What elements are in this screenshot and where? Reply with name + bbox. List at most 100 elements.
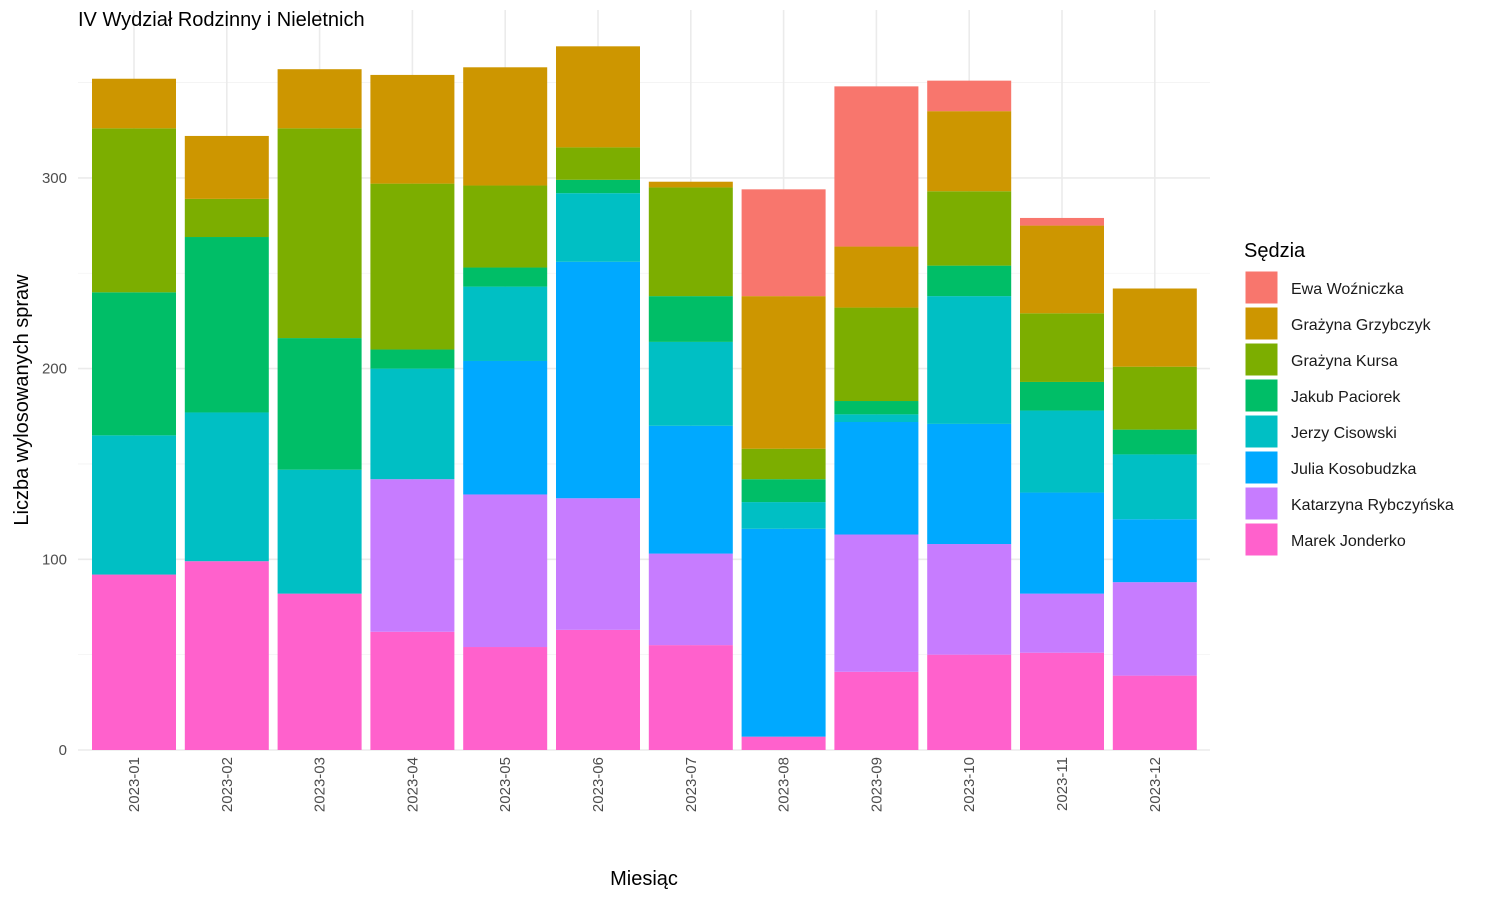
bar-segment (1112, 582, 1197, 676)
bar-segment (1112, 675, 1197, 750)
bar-segment (834, 246, 919, 308)
bar-segment (277, 69, 362, 129)
bar-segment (741, 479, 826, 503)
bar-segment (1020, 313, 1104, 382)
x-tick-label: 2023-01 (126, 757, 143, 812)
bar-segment (927, 111, 1012, 192)
bar-segment (1020, 593, 1104, 653)
x-tick-label: 2023-03 (312, 757, 329, 812)
bar-segment (463, 286, 548, 361)
bar-segment (1112, 429, 1197, 455)
bar-segment (556, 498, 640, 630)
legend-label: Grażyna Grzybczyk (1291, 317, 1432, 334)
bar-segment (556, 629, 640, 750)
bar-segment (927, 265, 1012, 297)
bar-segment (741, 448, 826, 480)
legend-swatch (1244, 306, 1279, 341)
x-tick-label: 2023-10 (961, 757, 978, 812)
bar-segment (277, 338, 362, 470)
bar-segment (92, 574, 176, 750)
bar-segment (834, 421, 919, 535)
x-tick-label: 2023-07 (683, 757, 700, 812)
bar-segment (556, 147, 640, 180)
legend-swatch (1244, 342, 1279, 377)
bar-segment (463, 67, 548, 186)
bar-segment (184, 237, 269, 413)
bar-segment (556, 46, 640, 148)
bars (92, 46, 1197, 750)
x-tick-label: 2023-06 (590, 757, 607, 812)
bar-segment (741, 528, 826, 737)
bar-segment (184, 198, 269, 238)
legend-label: Katarzyna Rybczyńska (1291, 497, 1454, 514)
bar-segment (556, 261, 640, 499)
bar-segment (370, 74, 455, 184)
bar-segment (463, 267, 548, 287)
bar-segment (741, 189, 826, 297)
bar-segment (741, 296, 826, 449)
legend-swatch (1244, 522, 1279, 557)
bar-segment (927, 544, 1012, 655)
bar-segment (834, 401, 919, 415)
bar-segment (648, 341, 733, 426)
y-tick-label: 0 (59, 742, 67, 759)
bar-segment (92, 78, 176, 129)
x-tick-label: 2023-09 (868, 757, 885, 812)
bar-segment (463, 647, 548, 750)
bar-segment (463, 360, 548, 495)
bar-segment (927, 296, 1012, 424)
bar-segment (92, 292, 176, 436)
bar-segment (741, 736, 826, 750)
bar-segment (277, 469, 362, 594)
legend-label: Grażyna Kursa (1291, 353, 1398, 370)
bar-segment (834, 307, 919, 402)
x-tick-label: 2023-12 (1147, 757, 1164, 812)
bar-segment (92, 435, 176, 575)
bar-segment (370, 631, 455, 750)
x-tick-label: 2023-02 (219, 757, 236, 812)
chart-title: IV Wydział Rodzinny i Nieletnich (78, 9, 365, 31)
y-axis-title: Liczba wylosowanych spraw (11, 274, 33, 526)
legend-title: Sędzia (1244, 240, 1306, 262)
bar-segment (648, 553, 733, 646)
bar-segment (184, 412, 269, 562)
y-tick-label: 300 (42, 170, 67, 187)
bar-segment (648, 645, 733, 750)
legend-label: Ewa Woźniczka (1291, 281, 1404, 298)
bar-segment (1020, 652, 1104, 750)
bar-segment (1112, 288, 1197, 367)
y-tick-label: 200 (42, 361, 67, 378)
bar-segment (927, 654, 1012, 750)
bar-segment (370, 479, 455, 632)
x-tick-label: 2023-11 (1054, 757, 1071, 811)
bar-segment (370, 368, 455, 480)
bar-segment (277, 128, 362, 339)
bar-segment (834, 414, 919, 422)
y-tick-label: 100 (42, 551, 67, 568)
bar-segment (1112, 366, 1197, 430)
x-tick-label: 2023-08 (776, 757, 793, 812)
legend-label: Marek Jonderko (1291, 533, 1406, 550)
bar-segment (370, 349, 455, 369)
legend: Sędzia Ewa Woźniczka Grażyna Grzybczyk Gra… (1244, 240, 1454, 557)
bar-segment (1020, 217, 1104, 226)
bar-segment (92, 128, 176, 293)
legend-swatch (1244, 450, 1279, 485)
bar-segment (648, 181, 733, 188)
legend-swatch (1244, 414, 1279, 449)
bar-segment (184, 561, 269, 750)
bar-segment (648, 187, 733, 297)
x-tick-label: 2023-04 (404, 757, 421, 812)
x-axis-ticks: 2023-01 2023-02 2023-03 2023-04 2023-05 2023-… (126, 757, 1164, 812)
bar-segment (370, 183, 455, 350)
bar-segment (648, 296, 733, 342)
bar-segment (834, 671, 919, 750)
bar-segment (1020, 492, 1104, 594)
legend-swatch (1244, 270, 1279, 305)
bar-segment (463, 185, 548, 268)
bar-segment (927, 191, 1012, 266)
legend-swatch (1244, 486, 1279, 521)
bar-segment (1020, 381, 1104, 411)
bar-segment (1112, 519, 1197, 583)
